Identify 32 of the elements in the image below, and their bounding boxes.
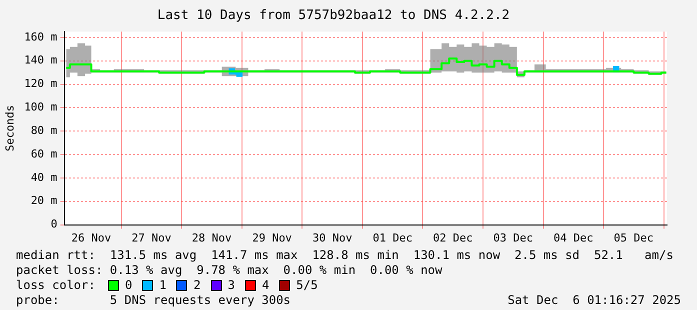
legend-label: 1 [159, 278, 166, 293]
text: loss color: [16, 278, 96, 293]
x-tick-label: 27 Nov [132, 231, 172, 244]
legend-label: 4 [262, 278, 270, 293]
text: packet loss: 0.13 % avg 9.78 % max 0.00 % min 0.00 % now [16, 263, 444, 278]
text: median rtt: 131.5 ms avg 141.7 ms max 128.8 ms min 130.1 ms now 2.5 ms sd 52.1 am/s [16, 248, 674, 263]
y-tick-label: 120 m [24, 77, 58, 90]
y-tick-label: 20 m [30, 194, 58, 208]
x-tick-label: 28 Nov [192, 231, 232, 244]
y-tick-label: 60 m [30, 147, 58, 160]
legend-label: 2 [193, 278, 201, 293]
text: Sat Dec 6 01:16:27 2025 [508, 293, 681, 308]
chart-title: Last 10 Days from 5757b92baa12 to DNS 4.2.2.2 [157, 8, 510, 24]
text: probe: 5 DNS requests every 300s [16, 293, 291, 308]
legend-label: 0 [125, 278, 132, 293]
x-tick-label: 04 Dec [554, 231, 594, 244]
legend-label: 5/5 [296, 278, 318, 293]
x-tick-label: 26 Nov [71, 231, 112, 244]
x-tick-label: 29 Nov [252, 231, 292, 244]
y-tick-label: 0 [50, 218, 58, 231]
y-tick-label: 40 m [30, 170, 58, 184]
y-tick-label: 100 m [24, 100, 58, 114]
x-tick-label: 30 Nov [312, 231, 353, 244]
y-tick-label: 80 m [30, 124, 58, 137]
x-tick-label: 05 Dec [614, 231, 654, 244]
y-tick-label: 140 m [24, 54, 58, 67]
x-tick-label: 02 Dec [433, 231, 473, 244]
legend-label: 3 [228, 278, 235, 293]
y-axis-title: Seconds [3, 105, 16, 152]
x-tick-label: 03 Dec [493, 231, 534, 244]
y-tick-label: 160 m [24, 30, 58, 44]
x-tick-label: 01 Dec [372, 231, 412, 244]
